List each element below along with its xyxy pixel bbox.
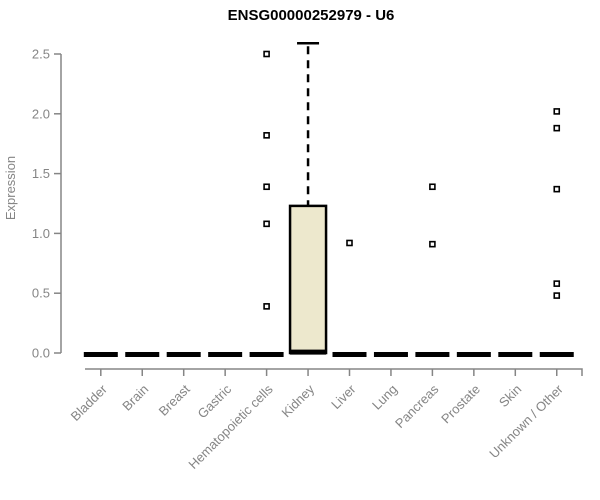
outlier-point xyxy=(263,183,270,191)
x-category-label: Liver xyxy=(328,381,359,412)
median-line xyxy=(83,352,118,357)
median-line xyxy=(290,349,327,355)
median-line xyxy=(415,352,450,357)
outlier-point xyxy=(263,132,270,139)
x-category-label: Unknown / Other xyxy=(486,381,566,461)
outlier-point xyxy=(553,280,561,287)
y-tick-label: 0.5 xyxy=(32,286,50,301)
median-line xyxy=(498,352,533,357)
chart-title: ENSG00000252979 - U6 xyxy=(227,7,395,24)
box xyxy=(288,204,328,355)
outlier-point xyxy=(553,185,561,193)
median-line xyxy=(125,352,160,357)
x-axis-line xyxy=(85,368,583,376)
x-category-label: Brain xyxy=(119,382,151,414)
median-line xyxy=(539,352,574,357)
median-line xyxy=(332,352,367,357)
y-tick-label: 2.5 xyxy=(32,47,50,62)
x-category-label: Prostate xyxy=(438,382,483,427)
y-tick-label: 1.0 xyxy=(32,226,50,241)
outlier-point xyxy=(429,240,436,248)
outlier-point xyxy=(263,303,270,310)
x-category-label: Breast xyxy=(156,381,193,418)
x-category-label: Gastric xyxy=(195,381,235,421)
x-category-label: Kidney xyxy=(278,381,317,420)
x-category-label: Bladder xyxy=(68,381,111,424)
outlier-point xyxy=(429,183,436,191)
y-tick-label: 0.0 xyxy=(32,346,50,361)
x-category-label: Pancreas xyxy=(392,381,442,431)
median-line xyxy=(208,352,243,357)
y-tick-label: 1.5 xyxy=(32,166,50,181)
x-category-label: Lung xyxy=(369,382,400,413)
outlier-point xyxy=(263,50,270,58)
y-tick-label: 2.0 xyxy=(32,106,50,121)
x-category-label: Skin xyxy=(496,382,524,410)
median-line xyxy=(166,352,201,357)
outlier-point xyxy=(553,292,561,299)
outlier-point xyxy=(553,108,561,115)
median-line xyxy=(249,352,284,357)
median-line xyxy=(373,352,408,357)
outlier-point xyxy=(263,220,270,228)
outlier-point xyxy=(346,239,353,247)
median-line xyxy=(456,352,491,357)
outlier-point xyxy=(553,124,561,132)
